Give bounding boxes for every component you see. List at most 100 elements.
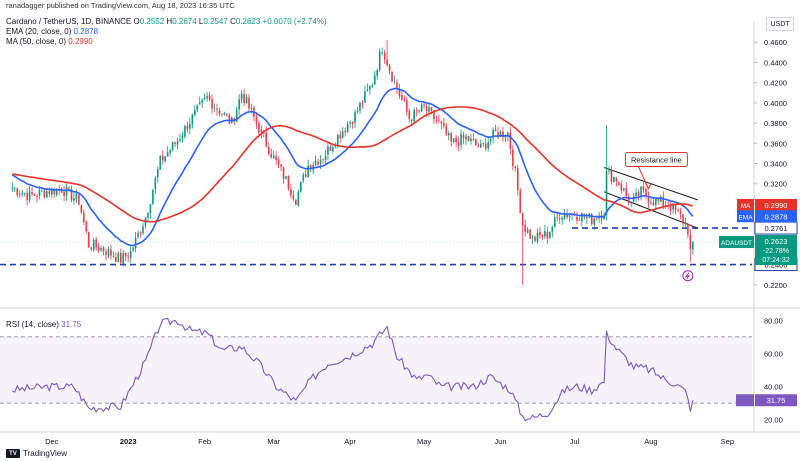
rsi-tick-label: 20.00 <box>764 416 783 425</box>
candle-body <box>105 251 107 256</box>
candle <box>95 236 97 251</box>
candle-body <box>465 136 467 140</box>
candle-body <box>287 176 290 189</box>
rsi-value-label: 31.75 <box>767 396 786 405</box>
candle <box>314 155 317 167</box>
candle <box>226 112 228 117</box>
candle <box>539 227 541 239</box>
candle-body <box>248 97 250 109</box>
candle-body <box>149 204 152 214</box>
candle-body <box>637 192 640 197</box>
candle-body <box>457 142 460 146</box>
bar-countdown: 07:24:32 <box>762 257 789 264</box>
price-labels: 0.2761 0.2400 Resistance line 0.2990 MA 0.287… <box>624 151 798 407</box>
rsi-tag-box <box>736 394 754 407</box>
candle-body <box>272 155 275 159</box>
candle <box>460 129 462 150</box>
candle <box>218 107 221 117</box>
candle-body <box>139 232 142 234</box>
candle <box>622 187 625 192</box>
candle <box>223 111 226 116</box>
candle <box>613 176 615 183</box>
candle-body <box>677 209 679 211</box>
candle-body <box>21 193 23 195</box>
candle <box>398 83 401 99</box>
candle-body <box>536 232 539 242</box>
candle-body <box>415 110 418 111</box>
candle-body <box>556 216 559 218</box>
candle <box>435 115 438 124</box>
candle-body <box>420 104 423 112</box>
candle <box>553 213 556 229</box>
candle-body <box>647 196 650 203</box>
candle <box>115 252 117 263</box>
candle-body <box>433 111 435 120</box>
candle-body <box>226 113 228 116</box>
candle-body <box>80 205 83 213</box>
tradingview-brand[interactable]: TV TradingView <box>6 449 67 458</box>
ema20-tag-box <box>737 210 754 223</box>
candle <box>267 142 270 156</box>
candle <box>369 85 371 95</box>
candle-body <box>509 132 512 149</box>
candle-body <box>610 170 613 182</box>
candle-body <box>516 167 519 191</box>
candle-body <box>228 115 231 124</box>
candle <box>68 186 70 192</box>
candle-body <box>529 229 531 239</box>
ema20-price-label-box <box>755 210 797 223</box>
candle <box>349 120 351 128</box>
candle-body <box>642 186 645 190</box>
candle-body <box>270 153 273 158</box>
candle <box>351 121 354 129</box>
candle-body <box>245 96 248 104</box>
candle-body <box>122 253 125 264</box>
candle <box>502 127 504 142</box>
candle <box>110 244 112 260</box>
candle-body <box>645 189 647 197</box>
candle <box>16 187 19 198</box>
candle-body <box>275 156 277 160</box>
candle <box>620 180 623 194</box>
candle <box>147 212 149 222</box>
candle-body <box>344 130 346 132</box>
candle-body <box>299 181 302 192</box>
candle-body <box>689 235 692 250</box>
candle <box>677 208 679 213</box>
candle <box>211 94 213 114</box>
candle-body <box>613 176 615 182</box>
candle-body <box>512 149 514 166</box>
ohlc-h-label: H <box>166 17 173 26</box>
candle <box>630 201 632 208</box>
candle <box>650 197 652 206</box>
ohlc-change: +0.0070 (+2.74%) <box>262 17 327 26</box>
candle <box>65 183 68 201</box>
ma50-price-label-box <box>755 198 797 211</box>
candle-body <box>100 247 102 251</box>
candle-body <box>349 122 351 124</box>
candle-body <box>526 229 529 233</box>
candle-body <box>97 246 100 251</box>
candle-body <box>134 237 137 248</box>
candle <box>549 231 551 240</box>
candle-body <box>282 167 285 179</box>
rsi-value-box <box>755 394 797 407</box>
candle <box>233 117 236 126</box>
rsi-tick-label: 80.00 <box>764 316 783 325</box>
candle-body <box>396 82 398 90</box>
candle-body <box>477 145 480 148</box>
candle <box>248 93 250 113</box>
candle-body <box>201 100 203 103</box>
candle <box>642 181 645 194</box>
candle-body <box>376 70 379 76</box>
candle-body <box>541 234 544 238</box>
candle-body <box>211 99 213 109</box>
candle-body <box>655 198 657 205</box>
candle <box>608 166 610 175</box>
candle <box>682 214 684 227</box>
time-tick-label: May <box>417 437 431 446</box>
currency-selector[interactable]: USDT <box>766 17 794 31</box>
candle-body <box>304 174 307 177</box>
candle-body <box>608 170 610 172</box>
